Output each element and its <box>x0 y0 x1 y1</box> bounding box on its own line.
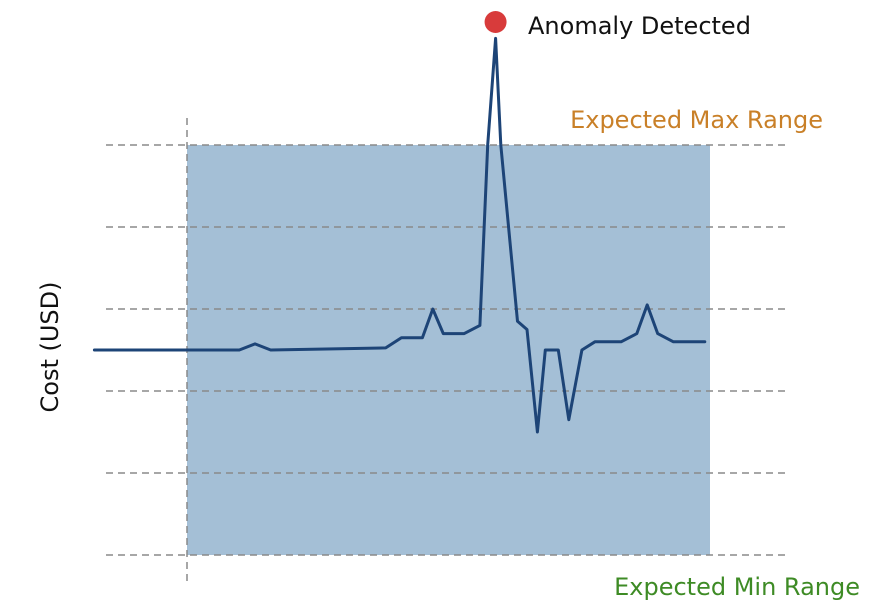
band-layer <box>187 145 710 555</box>
marker-layer <box>484 11 507 33</box>
expected-min-label: Expected Min Range <box>614 573 860 601</box>
line-layer <box>92 36 707 434</box>
anomaly-marker <box>484 11 507 33</box>
grid-layer <box>106 118 788 585</box>
cost-series-line <box>92 36 707 434</box>
anomaly-label: Anomaly Detected <box>528 12 751 40</box>
expected-range-band <box>187 145 710 555</box>
y-axis-label: Cost (USD) <box>36 282 64 413</box>
expected-max-label: Expected Max Range <box>570 106 823 134</box>
